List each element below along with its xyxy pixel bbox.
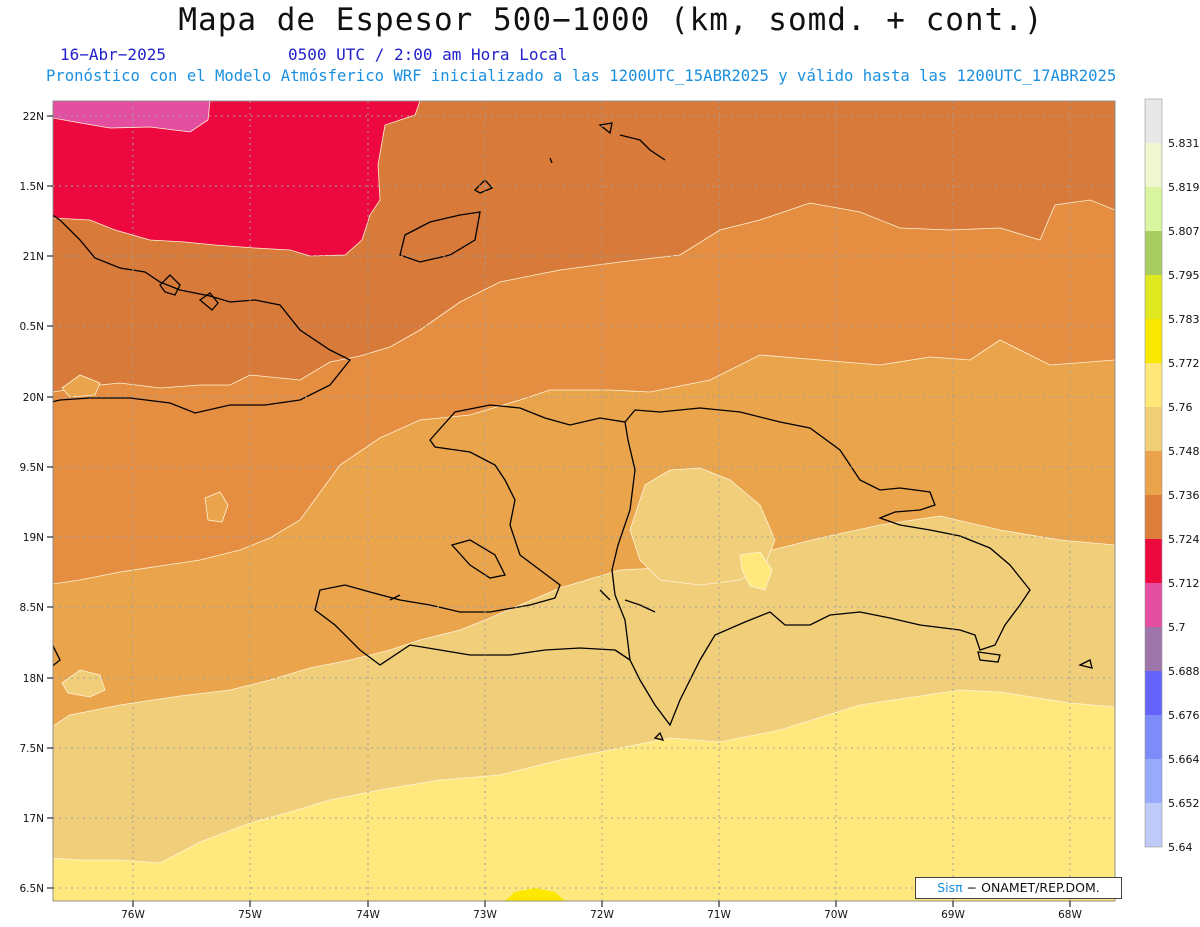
- lat-label: 0.5N: [19, 321, 44, 333]
- colorbar-swatch: [1145, 583, 1162, 627]
- lon-label: 76W: [121, 909, 145, 921]
- colorbar-label: 5.7: [1168, 621, 1186, 634]
- lat-label: 6.5N: [19, 883, 44, 895]
- lon-label: 69W: [941, 909, 965, 921]
- colorbar-label: 5.736: [1168, 489, 1200, 502]
- colorbar-label: 5.819: [1168, 181, 1200, 194]
- cuba-coast: [53, 214, 352, 414]
- map-title: Mapa de Espesor 500−1000 (km, somd. + co…: [178, 2, 1044, 38]
- band-bright-yellow: [505, 888, 565, 901]
- bahamas-andros: [399, 211, 481, 263]
- small-islands: [389, 589, 1001, 741]
- colorbar-swatch: [1145, 407, 1162, 451]
- colorbar-label: 5.76: [1168, 401, 1193, 414]
- patch-yellow-hispaniola: [739, 551, 773, 591]
- thickness-fill-layer: [53, 101, 1115, 901]
- forecast-date: 16−Abr−2025: [60, 45, 166, 64]
- patch-light-orange-north: [204, 491, 229, 523]
- lon-label: 70W: [824, 909, 848, 921]
- lat-label: 20N: [23, 392, 44, 404]
- colorbar-frame: [1144, 98, 1163, 848]
- band-red: [53, 101, 421, 257]
- colorbar-label: 5.748: [1168, 445, 1200, 458]
- lat-label: 17N: [23, 813, 44, 825]
- lat-label: 1.5N: [19, 181, 44, 193]
- colorbar-label: 5.712: [1168, 577, 1200, 590]
- colorbar-swatch: [1145, 539, 1162, 583]
- lat-axis-labels: 22N 1.5N 21N 0.5N 20N 9.5N 19N 8.5N 18N …: [19, 111, 44, 895]
- puerto-rico-edge: [53, 644, 1093, 669]
- axis-ticks: [47, 115, 1071, 907]
- colorbar-label: 5.688: [1168, 665, 1200, 678]
- gonave-island: [450, 539, 506, 579]
- lat-label: 18N: [23, 673, 44, 685]
- lon-axis-labels: 76W 75W 74W 73W 72W 71W 70W 69W 68W: [121, 909, 1082, 921]
- lat-label: 22N: [23, 111, 44, 123]
- lon-label: 73W: [473, 909, 497, 921]
- colorbar-label: 5.652: [1168, 797, 1200, 810]
- lat-label: 19N: [23, 532, 44, 544]
- lon-label: 74W: [356, 909, 380, 921]
- colorbar-swatch: [1145, 275, 1162, 319]
- credit-box: Sisπ − ONAMET/REP.DOM.: [915, 877, 1122, 899]
- colorbar-label: 5.772: [1168, 357, 1200, 370]
- colorbar-swatch: [1145, 671, 1162, 715]
- colorbar-label: 5.676: [1168, 709, 1200, 722]
- lat-label: 8.5N: [19, 602, 44, 614]
- graticule: [53, 101, 1115, 901]
- colorbar-swatch: [1145, 363, 1162, 407]
- haiti-border: [611, 421, 636, 662]
- colorbar-swatch: [1145, 495, 1162, 539]
- sispi-logo: Sisπ: [937, 880, 963, 895]
- colorbar-label: 5.795: [1168, 269, 1200, 282]
- forecast-info: Pronóstico con el Modelo Atmósferico WRF…: [46, 67, 1117, 85]
- hispaniola-coast: [314, 404, 1031, 727]
- colorbar-swatch: [1145, 451, 1162, 495]
- colorbar: 5.831 5.819 5.807 5.795 5.783 5.772 5.76 5.748 5…: [1144, 98, 1200, 854]
- colorbar-swatch: [1145, 143, 1162, 187]
- coastline-layer: [53, 122, 1093, 741]
- lon-label: 71W: [707, 909, 731, 921]
- bahamas-islands: [159, 122, 666, 311]
- colorbar-label: 5.831: [1168, 137, 1200, 150]
- colorbar-swatch: [1145, 319, 1162, 363]
- map-frame: [52, 100, 1116, 902]
- colorbar-swatch: [1145, 759, 1162, 803]
- colorbar-swatch: [1145, 627, 1162, 671]
- colorbar-label: 5.807: [1168, 225, 1200, 238]
- colorbar-label: 5.64: [1168, 841, 1193, 854]
- lat-label: 21N: [23, 251, 44, 263]
- colorbar-label: 5.664: [1168, 753, 1200, 766]
- lon-label: 72W: [590, 909, 614, 921]
- colorbar-swatch: [1145, 187, 1162, 231]
- colorbar-swatch: [1145, 715, 1162, 759]
- forecast-time: 0500 UTC / 2:00 am Hora Local: [288, 45, 568, 64]
- patch-light-orange-west: [61, 374, 101, 398]
- credit-text: − ONAMET/REP.DOM.: [966, 880, 1100, 895]
- lon-label: 68W: [1058, 909, 1082, 921]
- colorbar-swatch: [1145, 231, 1162, 275]
- lon-label: 75W: [238, 909, 262, 921]
- patch-tan-west: [61, 669, 106, 698]
- colorbar-swatch: [1145, 803, 1162, 847]
- colorbar-swatch: [1145, 99, 1162, 143]
- lat-label: 9.5N: [19, 462, 44, 474]
- colorbar-label: 5.783: [1168, 313, 1200, 326]
- lat-label: 7.5N: [19, 743, 44, 755]
- colorbar-label: 5.724: [1168, 533, 1200, 546]
